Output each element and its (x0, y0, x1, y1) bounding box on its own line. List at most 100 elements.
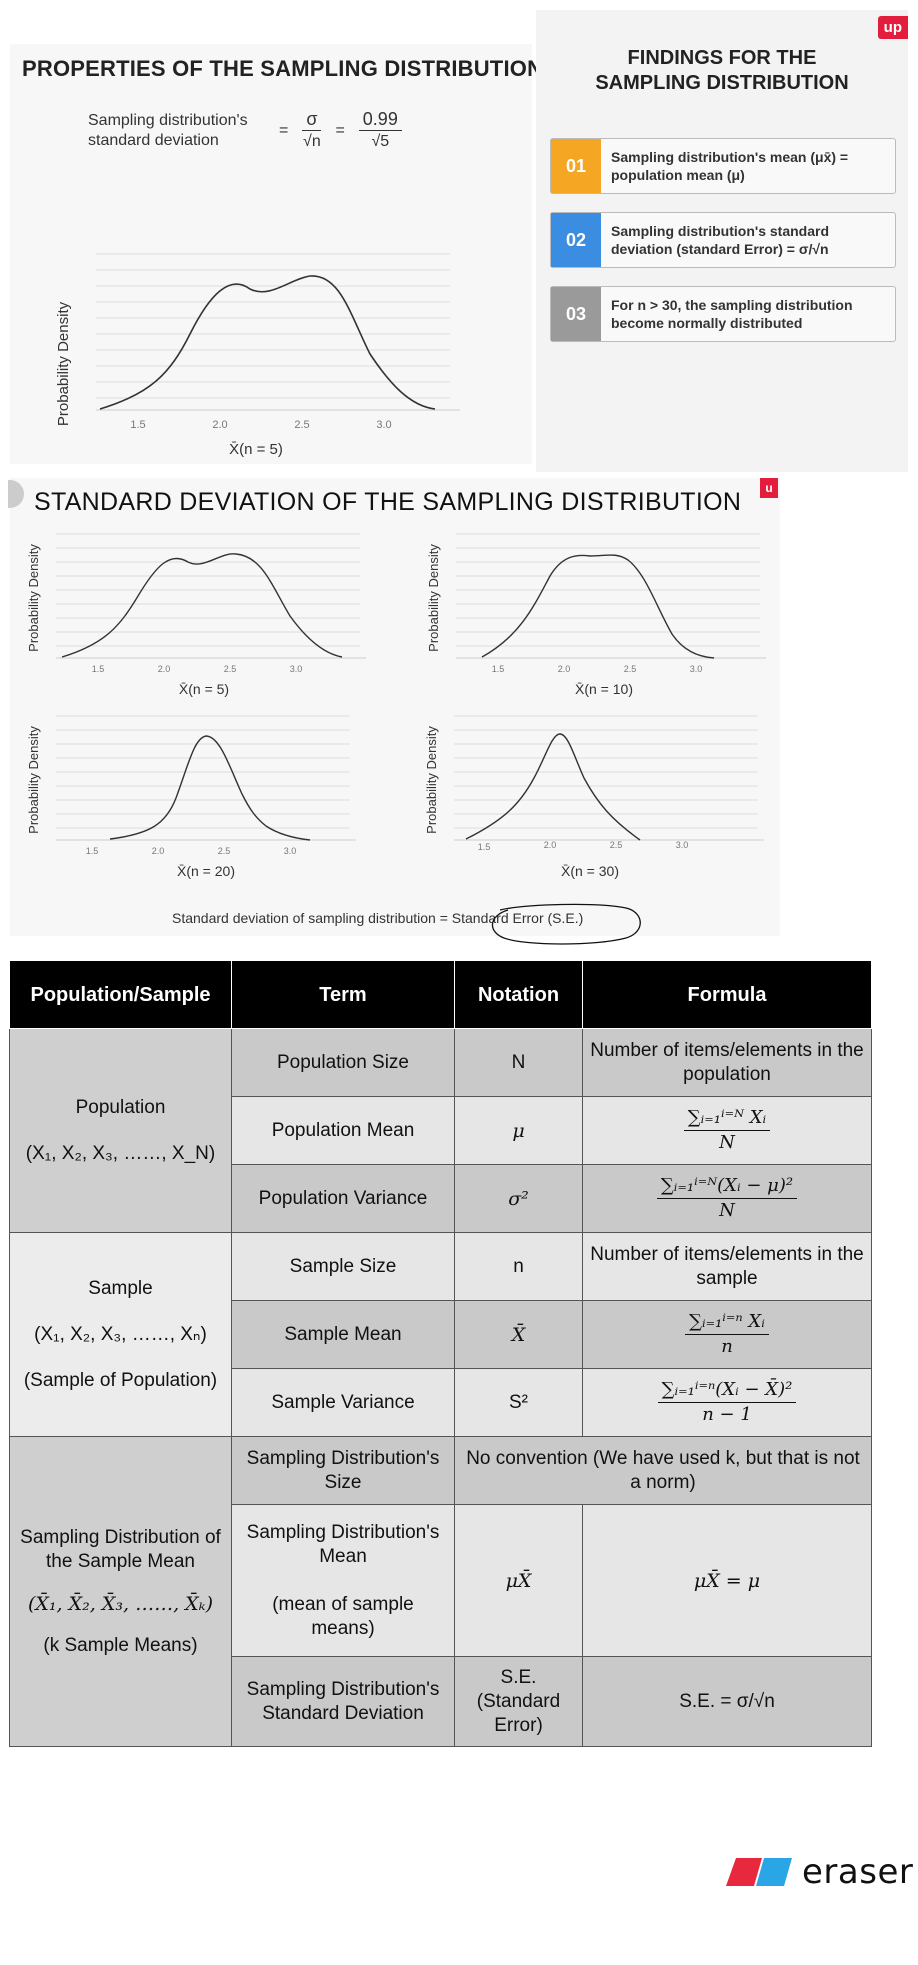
notation-cell: σ² (454, 1164, 583, 1233)
formula-cell: μX̄ = μ (582, 1504, 872, 1657)
notation-cell: N (454, 1028, 583, 1097)
notation-cell: S.E. (Standard Error) (454, 1656, 583, 1747)
finding-text: Sampling distribution's mean (μx̄) = pop… (611, 149, 849, 183)
density-chart-n5: Probability Density 1.5 2.0 2.5 3.0 X̄(n… (26, 533, 366, 697)
tick-label: 2.0 (158, 664, 171, 674)
formula-cell: Number of items/elements in the sample (582, 1232, 872, 1301)
density-chart-n20: Probability Density 1.5 2.0 2.5 3.0 X̄(n… (26, 715, 356, 879)
formula-numerator: ∑ᵢ₌₁ⁱ⁼ⁿ(Xᵢ − X̄)² (657, 1378, 797, 1403)
finding-number: 03 (551, 287, 601, 341)
column-header: Population/Sample (9, 960, 232, 1029)
formula-cell: ∑ᵢ₌₁ⁱ⁼ᴺ(Xᵢ − μ)² N (582, 1164, 872, 1233)
group-title: Population (75, 1096, 166, 1118)
term-cell: Sample Size (231, 1232, 455, 1301)
slide-standard-deviation: STANDARD DEVIATION OF THE SAMPLING DISTR… (8, 478, 780, 945)
formula-fraction: ∑ᵢ₌₁ⁱ⁼ᴺ Xᵢ N (683, 1106, 771, 1155)
group-cell-population: Population (X₁, X₂, X₃, ……, X_N) (9, 1028, 232, 1233)
slide-caption: Standard deviation of sampling distribut… (172, 910, 584, 926)
group-elements: (X̄₁, X̄₂, X̄₃, ……, X̄ₖ) (27, 1592, 214, 1615)
tick-label: 3.0 (690, 664, 703, 674)
findings-title-line: SAMPLING DISTRIBUTION (595, 72, 849, 94)
equals-sign: = (279, 121, 289, 139)
finding-number: 02 (551, 213, 601, 267)
group-cell-sample: Sample (X₁, X₂, X₃, ……, Xₙ) (Sample of P… (9, 1232, 232, 1437)
density-curve (61, 553, 343, 658)
fraction-sigma: σ √n (302, 108, 322, 153)
formula-denominator: n (721, 1336, 733, 1357)
density-curve (99, 275, 436, 410)
x-axis-label: X̄(n = 5) (229, 441, 283, 458)
term-cell: Population Variance (231, 1164, 455, 1233)
column-header: Formula (582, 960, 872, 1029)
notation-cell: n (454, 1232, 583, 1301)
term-cell: Population Mean (231, 1096, 455, 1165)
slide-title: STANDARD DEVIATION OF THE SAMPLING DISTR… (34, 488, 742, 516)
table-row: Population Variance σ² ∑ᵢ₌₁ⁱ⁼ᴺ(Xᵢ − μ)² … (10, 1164, 872, 1233)
group-elements: (X₁, X₂, X₃, ……, X_N) (25, 1142, 216, 1164)
notation-cell: X̄ (454, 1300, 583, 1369)
term-cell: Sample Variance (231, 1368, 455, 1437)
fraction-value: 0.99 √5 (358, 108, 402, 153)
y-axis-label: Probability Density (26, 726, 41, 834)
x-axis-label: X̄(n = 10) (575, 681, 633, 697)
fraction-numerator: σ (302, 108, 322, 131)
notation-cell: S² (454, 1368, 583, 1437)
upgrad-badge: u (760, 478, 778, 498)
table-row: Sampling Distribution's Mean (mean of sa… (10, 1504, 872, 1657)
x-axis-label: X̄(n = 30) (561, 863, 619, 879)
tick-label: 2.5 (610, 840, 623, 850)
formula-fraction: ∑ᵢ₌₁ⁱ⁼ᴺ(Xᵢ − μ)² N (656, 1174, 798, 1223)
tick-label: 1.5 (492, 664, 505, 674)
x-axis-label: X̄(n = 5) (179, 681, 229, 697)
finding-item: 01 Sampling distribution's mean (μx̄) = … (550, 138, 896, 194)
formula-numerator: ∑ᵢ₌₁ⁱ⁼ᴺ(Xᵢ − μ)² (656, 1174, 798, 1199)
y-axis-label: Probability Density (424, 726, 439, 834)
formula-fraction: ∑ᵢ₌₁ⁱ⁼ⁿ Xᵢ n (685, 1310, 769, 1359)
eraser-brand: eraser (726, 1852, 913, 1892)
finding-item: 02 Sampling distribution's standard devi… (550, 212, 896, 268)
term-line: Sampling Distribution's Mean (246, 1521, 440, 1567)
slide-findings: up FINDINGS FOR THE SAMPLING DISTRIBUTIO… (536, 10, 908, 472)
eraser-logo-icon (726, 1858, 792, 1886)
density-curve (109, 735, 311, 841)
term-cell: Sampling Distribution's Size (231, 1436, 455, 1505)
tick-label: 1.5 (478, 842, 491, 852)
eraser-wordmark: eraser (802, 1852, 914, 1892)
fraction-denominator: √n (303, 133, 321, 150)
formula-denominator: N (719, 1132, 735, 1153)
y-axis-label: Probability Density (26, 544, 41, 652)
formula-label: Sampling distribution's standard deviati… (88, 111, 248, 149)
group-elements: (X₁, X₂, X₃, ……, Xₙ) (34, 1323, 207, 1345)
formula-denominator: N (719, 1200, 735, 1221)
tick-label: 3.0 (676, 840, 689, 850)
findings-title: FINDINGS FOR THE SAMPLING DISTRIBUTION (536, 46, 908, 96)
tick-label: 3.0 (284, 846, 297, 856)
decorative-tab-shape (8, 480, 24, 508)
table-row: Sample Variance S² ∑ᵢ₌₁ⁱ⁼ⁿ(Xᵢ − X̄)² n −… (10, 1368, 872, 1437)
formula-cell: ∑ᵢ₌₁ⁱ⁼ᴺ Xᵢ N (582, 1096, 872, 1165)
formula-fraction: ∑ᵢ₌₁ⁱ⁼ⁿ(Xᵢ − X̄)² n − 1 (657, 1378, 797, 1427)
tick-label: 2.5 (294, 419, 309, 431)
term-line: (mean of sample means) (272, 1593, 414, 1639)
tick-label: 2.0 (212, 419, 227, 431)
group-title: Sampling Distribution of the Sample Mean (20, 1526, 221, 1572)
finding-item: 03 For n > 30, the sampling distribution… (550, 286, 896, 342)
formula-denominator: n − 1 (702, 1404, 752, 1425)
term-cell: Sampling Distribution's Standard Deviati… (231, 1656, 455, 1747)
column-header: Notation (454, 960, 583, 1029)
tick-label: 2.5 (218, 846, 231, 856)
density-chart-main: Probability Density 1.5 2.0 2.5 3.0 X̄(n… (55, 253, 460, 458)
se-formula: Sampling distribution's standard deviati… (88, 108, 410, 153)
finding-text: Sampling distribution's standard deviati… (611, 223, 830, 257)
slide-title: PROPERTIES OF THE SAMPLING DISTRIBUTION (22, 56, 544, 81)
density-chart-n10: Probability Density 1.5 2.0 2.5 3.0 X̄(n… (426, 533, 766, 697)
fraction-denominator: √5 (371, 133, 390, 150)
column-header: Term (231, 960, 455, 1029)
y-axis-label: Probability Density (426, 544, 441, 652)
formula-numerator: ∑ᵢ₌₁ⁱ⁼ᴺ Xᵢ (683, 1106, 771, 1131)
upgrad-logo: up (877, 16, 908, 39)
tick-label: 3.0 (290, 664, 303, 674)
finding-number: 01 (551, 139, 601, 193)
findings-title-line: FINDINGS FOR THE (627, 47, 817, 69)
terms-table: Population/Sample Term Notation Formula … (9, 960, 872, 1747)
